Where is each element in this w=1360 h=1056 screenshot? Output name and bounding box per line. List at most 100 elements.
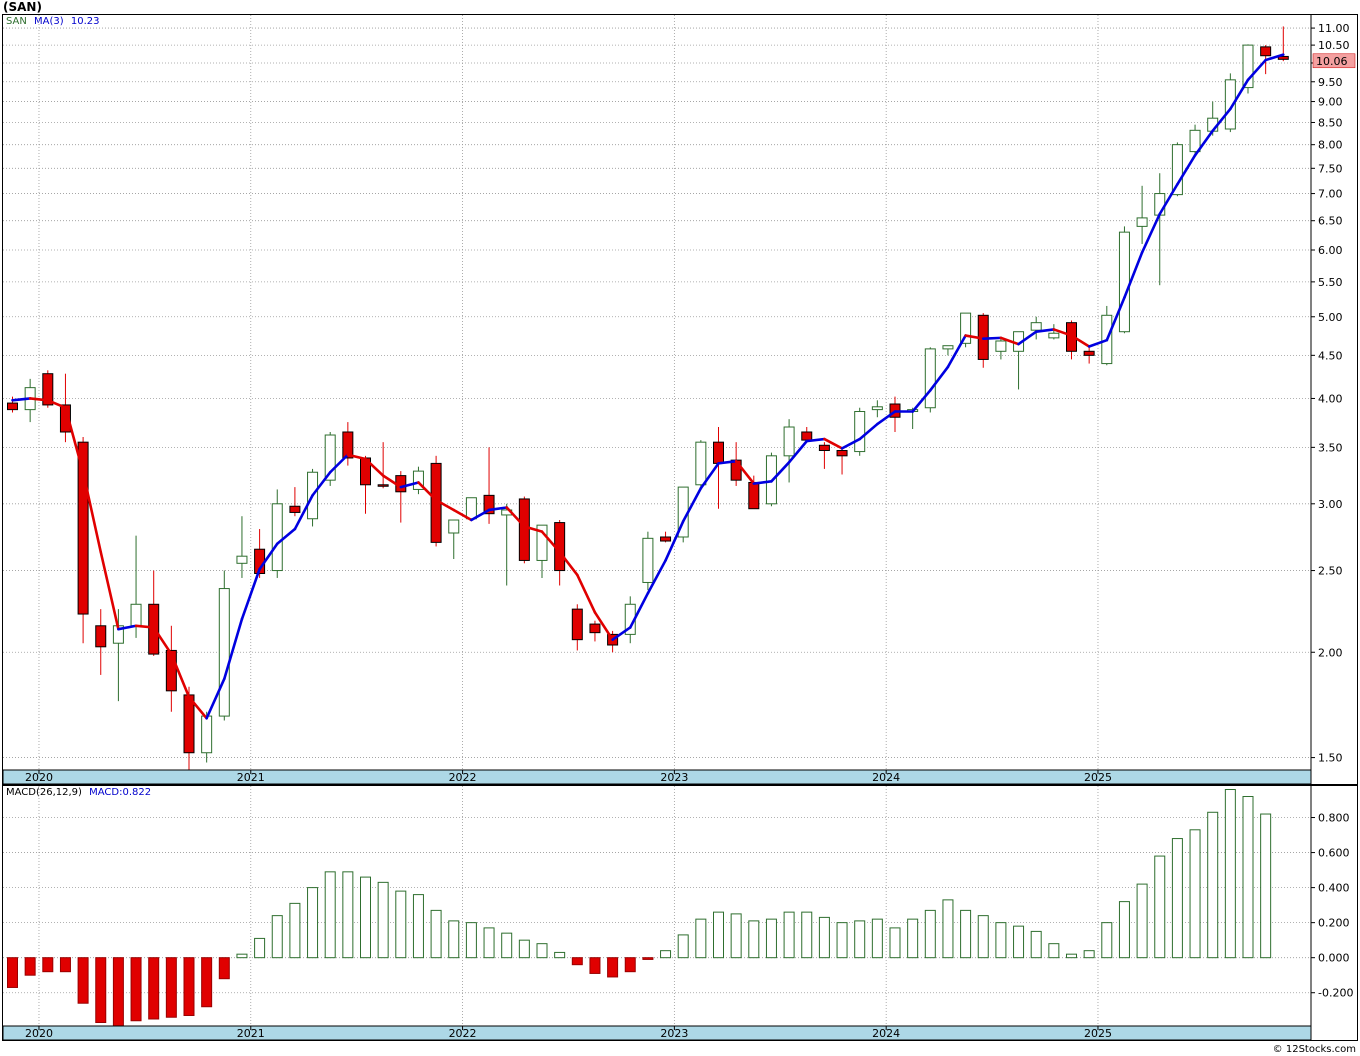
- macd-bar: [730, 913, 742, 959]
- ma-line-segment: [964, 334, 985, 340]
- candle: [377, 442, 389, 489]
- macd-bar: [942, 899, 954, 959]
- ma-line-segment: [275, 527, 297, 546]
- ma-line-segment: [1229, 78, 1250, 111]
- macd-bar: [271, 915, 283, 959]
- candle-body: [1260, 46, 1272, 57]
- macd-bar: [1154, 855, 1166, 959]
- ma-line-segment: [1264, 53, 1285, 62]
- ma-line-segment: [505, 506, 526, 528]
- macd-bar: [536, 943, 548, 959]
- candle: [360, 455, 371, 514]
- ma-line-segment: [487, 506, 509, 512]
- macd-bar: [377, 881, 389, 959]
- candle: [642, 531, 654, 591]
- candle: [148, 570, 160, 656]
- candle-body: [854, 411, 866, 453]
- ma-line-segment: [1087, 338, 1109, 348]
- candle-body: [518, 498, 530, 561]
- candle-body: [1171, 144, 1183, 196]
- candle-body: [59, 404, 71, 433]
- ma-line-segment: [381, 474, 403, 489]
- candle-body: [924, 348, 936, 409]
- macd-bar: [1030, 930, 1042, 959]
- macd-bar: [571, 957, 583, 966]
- macd-bar: [977, 915, 989, 959]
- candle-body: [324, 434, 336, 481]
- candle: [818, 442, 830, 469]
- macd-bar: [1171, 838, 1183, 959]
- ma-line-segment: [293, 494, 314, 531]
- price-tick-label: 1.50: [1318, 752, 1343, 765]
- macd-tick-label: -0.200: [1318, 987, 1353, 1000]
- macd-tick-label: 0.200: [1318, 917, 1350, 930]
- ma-line-segment: [470, 508, 491, 522]
- price-tick-label: 7.00: [1318, 188, 1343, 201]
- ma-line-segment: [805, 437, 826, 443]
- price-x-tick-label: 2022: [449, 771, 477, 784]
- ma-line-segment: [117, 624, 138, 631]
- ma-line-segment: [593, 611, 614, 641]
- ma-line-segment: [1140, 212, 1162, 254]
- ma-line-segment: [540, 530, 561, 554]
- candle-body: [536, 524, 548, 561]
- candle-body: [218, 588, 230, 717]
- macd-bar: [1013, 925, 1025, 959]
- symbol-label: SAN: [6, 16, 27, 27]
- macd-bar: [360, 876, 371, 959]
- candle: [24, 378, 36, 423]
- last-price-badge: 10.06: [1316, 55, 1348, 68]
- ma-line-segment: [240, 567, 261, 621]
- candle: [1189, 124, 1201, 154]
- macd-bar: [1136, 883, 1148, 959]
- price-tick-label: 8.00: [1318, 139, 1343, 152]
- candle: [165, 625, 177, 712]
- macd-bar: [1083, 950, 1095, 959]
- candle-body: [748, 481, 760, 510]
- macd-bar: [713, 911, 724, 959]
- price-tick-label: 10.50: [1318, 39, 1350, 52]
- ma-label: MA(3): [34, 16, 64, 27]
- candle: [589, 620, 601, 642]
- macd-x-tick-label: 2021: [237, 1027, 265, 1040]
- ma-line-segment: [664, 519, 685, 562]
- candle: [854, 407, 866, 456]
- macd-bar: [801, 911, 813, 959]
- candle-body: [465, 497, 477, 520]
- price-tick-label: 7.50: [1318, 162, 1343, 175]
- ma-line-segment: [223, 617, 244, 681]
- macd-bar: [342, 871, 354, 959]
- candle-body: [483, 494, 495, 515]
- macd-bar: [236, 953, 248, 959]
- price-x-tick-label: 2021: [237, 771, 265, 784]
- price-tick-label: 9.50: [1318, 76, 1343, 89]
- candle: [1048, 324, 1060, 340]
- macd-x-tick-label: 2020: [25, 1027, 53, 1040]
- macd-bar: [748, 920, 760, 959]
- price-tick-label: 11.00: [1318, 22, 1350, 35]
- macd-chart: -0.200 0.000 0.200 0.400 0.600 0.800 2020 2021 2…: [3, 786, 1353, 1040]
- candle: [1171, 142, 1183, 197]
- macd-bar: [995, 922, 1007, 959]
- macd-panel: MACD(26,12,9) MACD:0.822 -0.200 0.000 0.20…: [2, 785, 1358, 1041]
- candle-body: [660, 536, 672, 542]
- candle-body: [1189, 129, 1201, 153]
- candle-body: [1224, 79, 1236, 130]
- ma-line-segment: [1158, 182, 1179, 216]
- ma-line-segment: [170, 652, 191, 699]
- macd-bar: [889, 927, 901, 959]
- candle: [571, 604, 583, 651]
- macd-tick-label: 0.000: [1318, 952, 1350, 965]
- ma-line-segment: [981, 336, 1003, 340]
- credit-text: © 12Stocks.com: [1272, 1044, 1356, 1055]
- macd-date-band: [3, 1025, 1312, 1040]
- ma-line-segment: [417, 481, 438, 502]
- chart-title: (SAN): [3, 0, 42, 14]
- price-tick-label: 3.50: [1318, 441, 1343, 454]
- candle: [130, 535, 142, 638]
- macd-bar: [836, 922, 848, 959]
- candle-body: [342, 431, 354, 459]
- candle: [960, 312, 972, 348]
- ma-line-segment: [523, 525, 544, 533]
- macd-tick-label: 0.800: [1318, 812, 1350, 825]
